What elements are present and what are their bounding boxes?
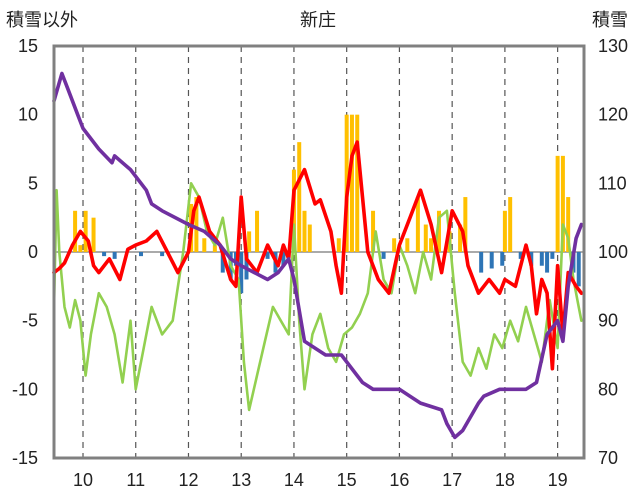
ytick-left--5: -5 [22,311,38,331]
xtick-19: 19 [548,470,568,490]
bar [508,197,513,252]
bar [355,114,360,253]
ytick-left--15: -15 [12,448,38,468]
left-axis-label: 積雪以外 [6,10,78,31]
xtick-15: 15 [337,470,357,490]
ytick-left--10: -10 [12,379,38,399]
bar [255,210,260,252]
bar [429,238,434,252]
bar [83,210,88,252]
bar [518,252,523,259]
bar [297,142,302,252]
tick-labels: 15 10 5 0 -5 -10 -15 130 120 110 100 90 80 70 10 11 12 13… [12,36,628,490]
ytick-left-10: 10 [18,105,38,125]
bar [423,224,428,252]
bar [220,252,225,273]
bar [502,210,507,252]
bar [91,217,96,252]
series-line-FF0000 [52,140,584,371]
ytick-left-5: 5 [28,173,38,193]
bar [265,252,270,259]
bar [202,238,207,252]
ytick-right-110: 110 [598,173,627,193]
line-series [52,71,584,440]
ytick-left-0: 0 [28,242,38,262]
bar [194,197,199,252]
bar [415,197,420,252]
xtick-12: 12 [178,470,198,490]
bar [160,252,165,257]
bar [500,252,505,266]
xtick-17: 17 [442,470,462,490]
bar [566,197,571,252]
bar [550,252,555,259]
ytick-right-120: 120 [598,105,628,125]
bar [247,231,252,252]
bar [463,197,468,252]
bar [281,252,286,266]
bar [73,210,78,252]
bar [244,252,249,280]
chart-title: 新庄 [300,10,336,31]
xtick-18: 18 [495,470,515,490]
ytick-right-80: 80 [598,379,618,399]
bar [555,155,560,252]
bar [336,238,341,252]
series-line-92D050 [52,182,583,412]
bar [102,252,107,257]
xtick-10: 10 [73,470,93,490]
bar [560,155,565,252]
bar [371,210,376,252]
ytick-right-130: 130 [598,36,628,56]
ytick-right-90: 90 [598,311,618,331]
xtick-14: 14 [284,470,304,490]
plot-frame [52,44,586,460]
bar [545,252,550,273]
bar [239,252,244,294]
bar [302,210,307,252]
xtick-11: 11 [126,470,145,490]
right-axis-label: 積雪 [592,10,628,31]
ytick-right-100: 100 [598,242,628,262]
xtick-13: 13 [231,470,251,490]
bar [392,238,397,252]
bar [112,252,117,259]
ytick-right-70: 70 [598,448,618,468]
bar [349,114,354,253]
bar [307,224,312,252]
bar [212,245,217,252]
ytick-left-15: 15 [18,36,38,56]
bar [458,224,463,252]
bar [405,238,410,252]
bar [539,252,544,266]
bar [489,252,494,269]
bar [436,210,441,252]
bar [479,252,484,273]
xtick-16: 16 [389,470,409,490]
bar [139,252,144,257]
bar [78,245,83,252]
bar [576,252,581,287]
bar [381,252,386,259]
series-line-7030A0 [52,71,584,440]
